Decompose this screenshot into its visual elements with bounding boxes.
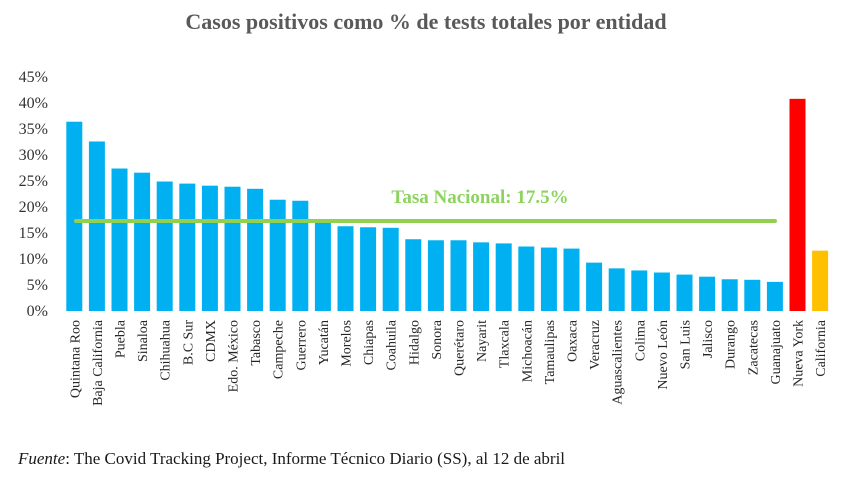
bar	[676, 274, 693, 311]
bar	[699, 276, 716, 311]
x-tick-label: Zacatecas	[746, 320, 761, 375]
bar	[382, 227, 399, 311]
bar	[721, 279, 738, 311]
source-text: : The Covid Tracking Project, Informe Té…	[65, 449, 566, 468]
x-tick-label: Guerrero	[294, 320, 309, 371]
y-tick-label: 35%	[19, 121, 48, 138]
bar	[495, 243, 512, 311]
x-tick-label: California	[814, 319, 829, 377]
x-tick-label: Nayarit	[475, 320, 490, 362]
y-tick-label: 20%	[19, 199, 48, 216]
x-tick-label: Quintana Roo	[68, 320, 83, 398]
y-tick-label: 5%	[27, 277, 48, 294]
x-tick-label: Jalisco	[701, 320, 716, 358]
bar	[812, 250, 829, 311]
bar	[292, 200, 309, 311]
bar	[66, 121, 83, 311]
bar	[314, 220, 331, 311]
y-tick-label: 25%	[19, 173, 48, 190]
bar	[631, 270, 648, 311]
bar	[337, 226, 354, 311]
x-tick-label: Veracruz	[588, 320, 603, 370]
bar	[744, 279, 761, 311]
source-note: Fuente: The Covid Tracking Project, Info…	[18, 449, 565, 469]
x-tick-label: Tlaxcala	[498, 319, 513, 368]
y-tick-label: 40%	[19, 95, 48, 112]
x-tick-label: Sinaloa	[136, 319, 151, 362]
x-tick-label: Michoacán	[520, 320, 535, 382]
bar	[156, 181, 173, 311]
bar	[247, 188, 264, 311]
x-tick-label: Campeche	[272, 320, 287, 379]
bar	[360, 227, 377, 311]
x-axis-labels: Quintana Roo Baja California Puebla Sinaloa…	[68, 319, 829, 406]
chart-title: Casos positivos como % de tests totales …	[185, 9, 666, 34]
bar	[269, 199, 286, 311]
x-tick-label: Querétaro	[453, 320, 468, 376]
bar	[405, 239, 422, 311]
x-tick-label: Sonora	[430, 319, 445, 359]
x-tick-label: Coahuila	[385, 319, 400, 370]
x-tick-label: CDMX	[204, 320, 219, 362]
bar	[563, 248, 580, 311]
bar	[789, 98, 806, 311]
x-tick-label: Baja California	[91, 319, 106, 406]
x-tick-label: Tamaulipas	[543, 320, 558, 384]
bar	[766, 281, 783, 311]
y-axis: 0% 5% 10% 15% 20% 25% 30% 35% 40% 45%	[19, 69, 48, 320]
x-tick-label: Yucatán	[317, 320, 332, 365]
bar	[586, 262, 603, 311]
y-tick-label: 10%	[19, 251, 48, 268]
bar	[653, 272, 670, 311]
x-tick-label: Oaxaca	[566, 319, 581, 362]
bar	[224, 186, 241, 311]
bar	[134, 172, 151, 311]
reference-line-label: Tasa Nacional: 17.5%	[391, 187, 568, 208]
source-label: Fuente	[18, 449, 66, 468]
y-tick-label: 45%	[19, 69, 48, 86]
bar	[179, 183, 196, 311]
x-tick-label: Tabasco	[249, 320, 264, 366]
x-tick-label: Nueva York	[792, 320, 807, 387]
x-tick-label: Durango	[724, 320, 739, 369]
y-tick-label: 0%	[27, 303, 48, 320]
x-tick-label: Aguascalientes	[611, 320, 626, 405]
x-tick-label: Chihuahua	[159, 319, 174, 380]
x-tick-label: Puebla	[114, 319, 129, 358]
x-tick-label: Edo. México	[227, 320, 242, 392]
bar	[201, 185, 218, 311]
x-tick-label: B.C Sur	[181, 320, 196, 365]
bar	[450, 240, 467, 311]
bar	[88, 141, 105, 311]
bar	[473, 242, 490, 311]
bar	[518, 246, 535, 311]
x-tick-label: Hidalgo	[407, 320, 422, 365]
x-tick-label: Nuevo León	[656, 320, 671, 390]
bar	[111, 168, 128, 311]
reference-line-group: Tasa Nacional: 17.5%	[74, 187, 777, 223]
x-tick-label: Morelos	[340, 320, 355, 367]
bar	[427, 240, 444, 311]
y-tick-label: 15%	[19, 225, 48, 242]
x-tick-label: Guanajuato	[769, 320, 784, 385]
x-tick-label: Chiapas	[362, 320, 377, 365]
bar	[608, 268, 625, 311]
y-tick-label: 30%	[19, 147, 48, 164]
bar	[540, 247, 557, 311]
x-tick-label: Colima	[633, 319, 648, 361]
x-tick-label: San Luis	[679, 320, 694, 369]
